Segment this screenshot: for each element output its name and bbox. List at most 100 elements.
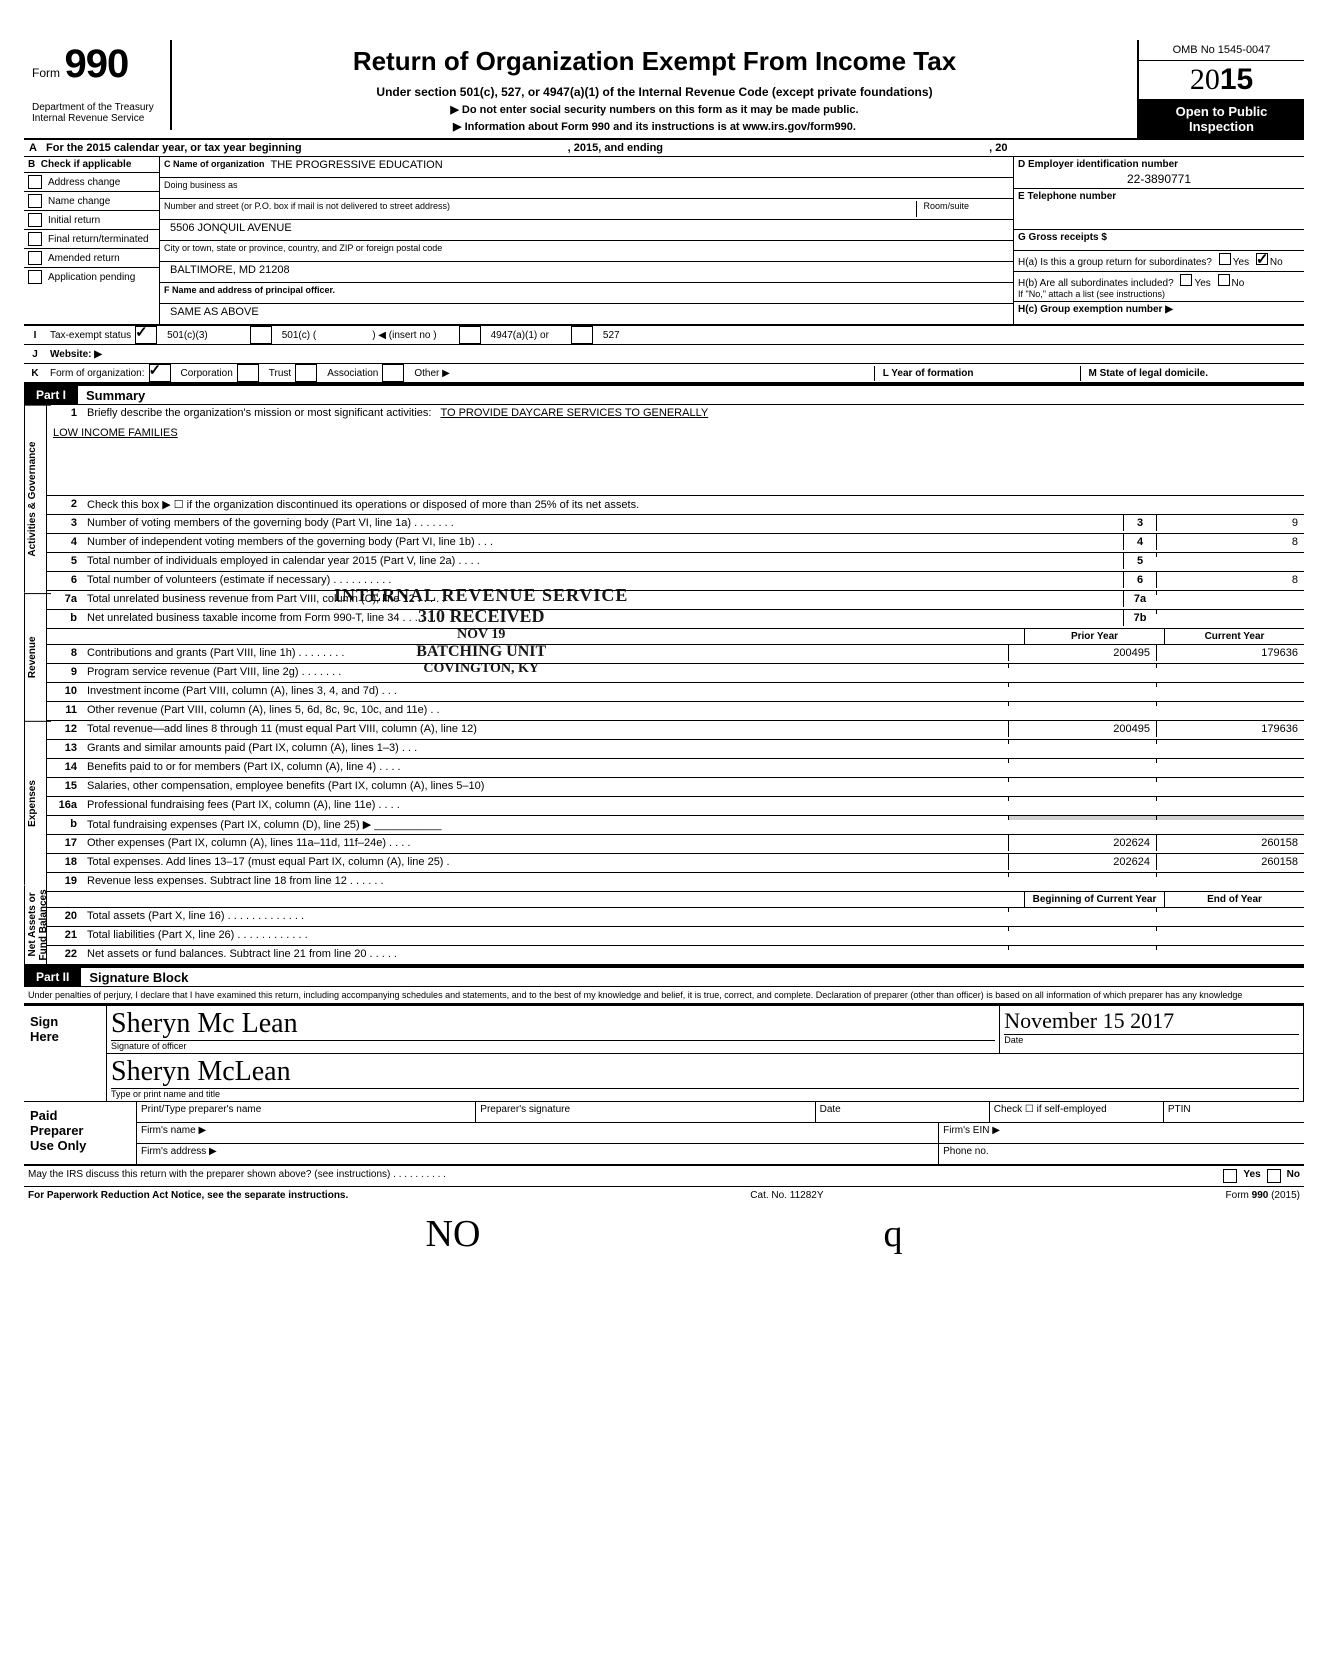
line-9: 9 Program service revenue (Part VIII, li… [47, 664, 1304, 683]
line-b: b Net unrelated business taxable income … [47, 610, 1304, 629]
row-a: A For the 2015 calendar year, or tax yea… [24, 140, 1304, 157]
c-name: C Name of organization THE PROGRESSIVE E… [160, 157, 1013, 178]
col-b: B Check if applicable Address change Nam… [24, 157, 160, 324]
subtitle3: ▶ Information about Form 990 and its ins… [178, 120, 1131, 133]
line-15: 15 Salaries, other compensation, employe… [47, 778, 1304, 797]
website-row: J Website: ▶ [24, 345, 1304, 364]
c-city-label: City or town, state or province, country… [160, 241, 1013, 262]
c-street: 5506 JONQUIL AVENUE [160, 220, 1013, 241]
chk-corp[interactable] [149, 364, 171, 382]
department: Department of the Treasury Internal Reve… [32, 102, 162, 124]
paperwork-row: For Paperwork Reduction Act Notice, see … [24, 1187, 1304, 1204]
line-1-desc: Briefly describe the organization's miss… [83, 405, 1304, 421]
tax-status-row: I Tax-exempt status 501(c)(3) 501(c) ( )… [24, 326, 1304, 345]
line-16a: 16a Professional fundraising fees (Part … [47, 797, 1304, 816]
bottom-initials: NO q [24, 1204, 1304, 1264]
open-to-public: Open to Public Inspection [1139, 100, 1304, 138]
part2-tag: Part II [24, 968, 81, 986]
side-netassets: Net Assets or Fund Balances [24, 885, 51, 964]
form-header: Form 990 Department of the Treasury Inte… [24, 40, 1304, 140]
chk-4947[interactable] [459, 326, 481, 344]
paid-preparer: Paid Preparer Use Only Print/Type prepar… [24, 1102, 1304, 1166]
part1-title: Summary [78, 388, 145, 403]
text-a: For the 2015 calendar year, or tax year … [42, 140, 1304, 156]
form-footer: Form 990 (2015) [1226, 1190, 1300, 1201]
chk-527[interactable] [571, 326, 593, 344]
line-b: b Total fundraising expenses (Part IX, c… [47, 816, 1304, 835]
line-18: 18 Total expenses. Add lines 13–17 (must… [47, 854, 1304, 873]
line-14: 14 Benefits paid to or for members (Part… [47, 759, 1304, 778]
d-ha: H(a) Is this a group return for subordin… [1014, 251, 1304, 272]
sign-here-label: Sign Here [24, 1006, 107, 1101]
d-hc: H(c) Group exemption number ▶ [1014, 302, 1304, 322]
part2-header: Part II Signature Block [24, 966, 1304, 987]
chk-501c3[interactable] [135, 326, 157, 344]
right-box: OMB No 1545-0047 2015 Open to Public Ins… [1137, 40, 1304, 138]
chk-name-change[interactable]: Name change [24, 192, 159, 211]
tax-status-label: Tax-exempt status [46, 328, 135, 343]
c-officer-label: F Name and address of principal officer. [160, 283, 1013, 304]
main-title: Return of Organization Exempt From Incom… [178, 46, 1131, 77]
c-city: BALTIMORE, MD 21208 [160, 262, 1013, 283]
chk-assoc[interactable] [295, 364, 317, 382]
subtitle: Under section 501(c), 527, or 4947(a)(1)… [178, 85, 1131, 99]
part1-header: Part I Summary [24, 384, 1304, 405]
year-bold: 15 [1220, 63, 1253, 96]
col-d: D Employer identification number 22-3890… [1014, 157, 1304, 324]
sign-date: November 15 2017 [1004, 1008, 1299, 1034]
year-prefix: 20 [1190, 63, 1220, 96]
d-ein: D Employer identification number 22-3890… [1014, 157, 1304, 189]
line-6: 6 Total number of volunteers (estimate i… [47, 572, 1304, 591]
chk-address-change[interactable]: Address change [24, 173, 159, 192]
omb: OMB No 1545-0047 [1139, 40, 1304, 61]
form-number-box: Form 990 Department of the Treasury Inte… [24, 40, 172, 130]
form-number: 990 [64, 44, 128, 84]
chk-trust[interactable] [237, 364, 259, 382]
form-word: Form [32, 66, 60, 80]
d-tel: E Telephone number [1014, 189, 1304, 230]
line-12: 12 Total revenue—add lines 8 through 11 … [47, 721, 1304, 740]
col-b-head: B Check if applicable [24, 157, 159, 173]
year-box: 2015 [1139, 61, 1304, 100]
chk-app-pending[interactable]: Application pending [24, 268, 159, 286]
main-info: B Check if applicable Address change Nam… [24, 157, 1304, 326]
col-c: C Name of organization THE PROGRESSIVE E… [160, 157, 1014, 324]
line-7a: 7a Total unrelated business revenue from… [47, 591, 1304, 610]
side-expenses: Expenses [24, 721, 51, 885]
chk-discuss-no[interactable] [1267, 1169, 1281, 1183]
line-10: 10 Investment income (Part VIII, column … [47, 683, 1304, 702]
label-a: A [24, 140, 42, 156]
part2-title: Signature Block [81, 970, 188, 985]
mission-text: LOW INCOME FAMILIES [47, 423, 1304, 496]
part1-tag: Part I [24, 386, 78, 404]
d-gross: G Gross receipts $ [1014, 230, 1304, 251]
paid-left: Paid Preparer Use Only [24, 1102, 137, 1164]
line-22: 22 Net assets or fund balances. Subtract… [47, 946, 1304, 964]
line-3: 3 Number of voting members of the govern… [47, 515, 1304, 534]
c-dba: Doing business as [160, 178, 1013, 199]
line-20: 20 Total assets (Part X, line 16) . . . … [47, 908, 1304, 927]
line-5: 5 Total number of individuals employed i… [47, 553, 1304, 572]
d-hb: H(b) Are all subordinates included? Yes … [1014, 272, 1304, 302]
line-8: 8 Contributions and grants (Part VIII, l… [47, 645, 1304, 664]
chk-discuss-yes[interactable] [1223, 1169, 1237, 1183]
c-officer: SAME AS ABOVE [160, 304, 1013, 324]
declaration-text: Under penalties of perjury, I declare th… [24, 987, 1304, 1004]
c-street-label: Number and street (or P.O. box if mail i… [160, 199, 1013, 220]
line-17: 17 Other expenses (Part IX, column (A), … [47, 835, 1304, 854]
title-box: Return of Organization Exempt From Incom… [172, 40, 1137, 137]
irs-discuss-row: May the IRS discuss this return with the… [24, 1166, 1304, 1187]
chk-amended[interactable]: Amended return [24, 249, 159, 268]
chk-501c[interactable] [250, 326, 272, 344]
chk-other[interactable] [382, 364, 404, 382]
line-11: 11 Other revenue (Part VIII, column (A),… [47, 702, 1304, 721]
line-4: 4 Number of independent voting members o… [47, 534, 1304, 553]
line-2: 2 Check this box ▶ ☐ if the organization… [47, 496, 1304, 515]
chk-final-return[interactable]: Final return/terminated [24, 230, 159, 249]
officer-signature: Sheryn Mc Lean [111, 1008, 995, 1040]
side-governance: Activities & Governance [24, 405, 51, 593]
sign-here: Sign Here Sheryn Mc Lean Signature of of… [24, 1004, 1304, 1102]
summary-lines: 1 Briefly describe the organization's mi… [47, 405, 1304, 964]
chk-initial-return[interactable]: Initial return [24, 211, 159, 230]
line-19: 19 Revenue less expenses. Subtract line … [47, 873, 1304, 892]
